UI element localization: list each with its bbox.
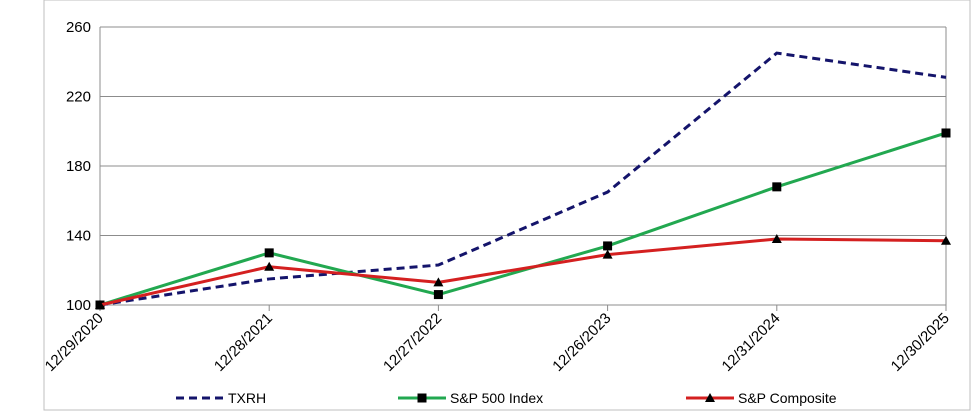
data-point-square (772, 182, 782, 192)
x-tick-label: 12/28/2021 (211, 310, 276, 375)
legend-item: TXRH (176, 390, 266, 406)
y-tick-label: 180 (66, 158, 91, 175)
x-tick-label: 12/29/2020 (42, 310, 107, 375)
data-point-square (603, 241, 613, 251)
data-point-triangle (602, 249, 613, 259)
grid-layer (43, 0, 971, 411)
legend-label: S&P Composite (738, 390, 837, 406)
y-tick-label: 260 (66, 19, 91, 36)
x-tick-label: 12/30/2025 (888, 310, 953, 375)
axis-layer: 100 140 180 220 260 12/29/2020 12/28/2021 12/27… (42, 19, 953, 375)
y-tick-label: 140 (66, 228, 91, 245)
series-layer (95, 51, 951, 310)
legend-item: S&P Composite (686, 390, 837, 406)
x-tick-label: 12/27/2022 (380, 310, 445, 375)
data-point-square (433, 290, 443, 300)
y-tick-label: 100 (66, 297, 91, 314)
series-txrh (99, 51, 947, 307)
series-s-p-500-index (95, 128, 951, 310)
series-s-p-composite (95, 233, 951, 309)
data-point-triangle (941, 235, 951, 245)
data-point-triangle (264, 261, 275, 271)
legend-label: S&P 500 Index (450, 390, 543, 406)
legend-label: TXRH (228, 390, 266, 406)
legend: TXRH S&P 500 Index S&P Composite (176, 390, 837, 406)
series-line (99, 131, 947, 307)
data-point-triangle (705, 393, 715, 402)
series-line (99, 237, 947, 307)
data-point-square (941, 128, 951, 138)
data-point-triangle (433, 277, 444, 287)
data-point-triangle (771, 233, 782, 243)
x-tick-label: 12/26/2023 (549, 310, 614, 375)
y-tick-label: 220 (66, 89, 91, 106)
data-point-square (417, 393, 427, 403)
x-tick-label: 12/31/2024 (719, 310, 784, 375)
series-line (99, 51, 947, 307)
legend-item: S&P 500 Index (398, 390, 543, 406)
data-point-square (264, 248, 274, 258)
chart-frame (43, 0, 971, 411)
data-point-triangle (95, 300, 105, 309)
